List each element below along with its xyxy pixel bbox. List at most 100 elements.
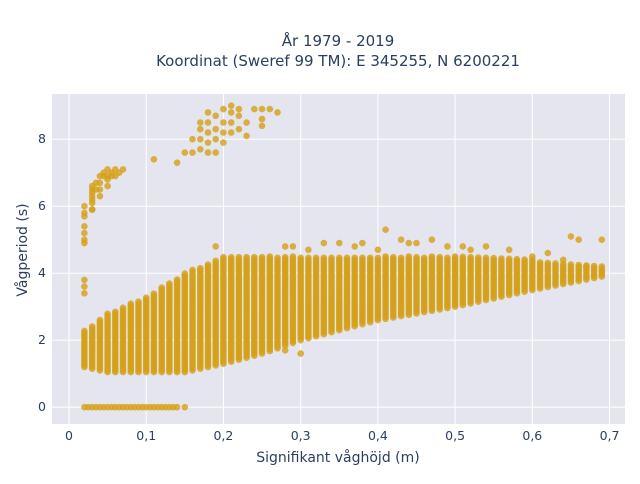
swell-high-point — [251, 105, 258, 113]
outlier-point — [413, 239, 420, 247]
main-band-point — [150, 290, 158, 298]
swell-high-point — [227, 129, 235, 136]
main-band-point — [536, 259, 544, 266]
main-band-point — [220, 253, 227, 261]
swell-high-point — [204, 109, 212, 116]
swell-low-point — [81, 276, 88, 284]
main-band-point — [366, 254, 374, 262]
swell-high-point — [258, 115, 266, 123]
near-zero-point — [173, 403, 181, 411]
swell-low-point — [96, 179, 104, 187]
swell-high-point — [212, 135, 219, 143]
swell-high-point — [189, 149, 196, 156]
swell-low-point — [96, 186, 104, 193]
swell-high-point — [150, 156, 158, 163]
main-band-point — [451, 253, 459, 260]
main-band-point — [351, 254, 359, 262]
swell-high-point — [227, 102, 235, 109]
chart-title-line2: Koordinat (Sweref 99 TM): E 345255, N 62… — [156, 52, 520, 70]
main-band-point — [336, 254, 343, 262]
swell-low-point — [88, 206, 96, 213]
swell-high-point — [181, 149, 189, 156]
main-band-point — [289, 253, 297, 260]
main-band-point — [243, 253, 250, 261]
swell-high-point — [197, 125, 204, 133]
x-tick-label: 0,7 — [600, 428, 620, 443]
main-band-point — [227, 253, 235, 261]
main-band-point — [544, 259, 552, 267]
swell-high-point — [212, 149, 219, 156]
main-band-point — [135, 298, 142, 306]
main-band-point — [459, 253, 467, 261]
x-axis-title: Signifikant våghöjd (m) — [256, 449, 419, 466]
main-band-point — [297, 254, 305, 262]
x-tick-label: 0,6 — [522, 428, 542, 443]
outlier-point — [505, 246, 513, 254]
swell-high-point — [197, 119, 204, 126]
swell-high-point — [212, 125, 219, 133]
main-band-point — [104, 310, 111, 318]
main-band-point — [173, 276, 181, 283]
main-band-point — [235, 253, 243, 261]
swell-low-point — [81, 290, 88, 297]
main-band-point — [181, 270, 189, 277]
swell-high-point — [197, 146, 204, 153]
main-band-point — [189, 266, 196, 274]
main-band-point — [498, 255, 505, 262]
main-band-point — [475, 254, 482, 261]
main-band-point — [197, 264, 204, 272]
y-tick-labels: 0 2 4 6 8 — [38, 131, 46, 414]
outlier-point — [351, 243, 359, 250]
main-band-point — [575, 261, 582, 269]
swell-high-point — [258, 122, 266, 130]
outlier-point — [336, 239, 343, 247]
swell-high-point — [258, 105, 266, 113]
swell-high-point — [227, 119, 235, 126]
main-band-point — [312, 254, 320, 262]
outlier-point — [467, 246, 474, 254]
outlier-point — [575, 236, 582, 243]
swell-high-point — [204, 139, 212, 146]
swell-high-point — [212, 112, 219, 120]
swell-high-point — [220, 119, 227, 126]
swell-high-point — [243, 132, 250, 140]
outlier-point — [559, 256, 567, 264]
x-tick-label: 0,3 — [291, 428, 311, 443]
main-band-point — [382, 253, 389, 260]
main-band-point — [127, 300, 135, 308]
main-band-point — [158, 284, 165, 291]
outlier-point — [459, 243, 467, 250]
swell-high-point — [197, 135, 204, 143]
main-band-point — [142, 294, 150, 302]
main-band-point — [505, 255, 513, 263]
main-band-point — [482, 254, 490, 262]
outlier-point — [428, 236, 436, 243]
main-band-point — [81, 327, 88, 335]
swell-low-point — [81, 239, 88, 247]
swell-high-point — [204, 119, 212, 126]
y-tick-label: 8 — [38, 131, 46, 146]
outlier-point — [374, 246, 382, 254]
y-axis-title: Vågperiod (s) — [14, 203, 31, 296]
swell-high-point — [204, 149, 212, 156]
y-tick-label: 2 — [38, 332, 46, 347]
main-band-point — [96, 316, 104, 324]
x-tick-labels: 0 0,1 0,2 0,3 0,4 0,5 0,6 0,7 — [65, 428, 619, 443]
swell-low-point — [81, 209, 88, 217]
swell-low-point — [104, 182, 111, 190]
swell-high-point — [204, 129, 212, 136]
main-band-point — [343, 254, 351, 262]
main-band-point — [374, 254, 382, 262]
main-band-point — [281, 253, 289, 261]
outlier-point — [212, 243, 219, 250]
outlier-point — [482, 243, 490, 250]
outlier-point — [583, 263, 590, 270]
outlier-point — [598, 236, 606, 243]
y-tick-label: 4 — [38, 265, 46, 280]
x-tick-label: 0,5 — [445, 428, 465, 443]
main-band-point — [390, 253, 397, 261]
swell-low-point — [81, 283, 88, 290]
x-tick-label: 0,4 — [368, 428, 388, 443]
swell-high-point — [189, 135, 196, 143]
swell-high-point — [235, 105, 243, 113]
